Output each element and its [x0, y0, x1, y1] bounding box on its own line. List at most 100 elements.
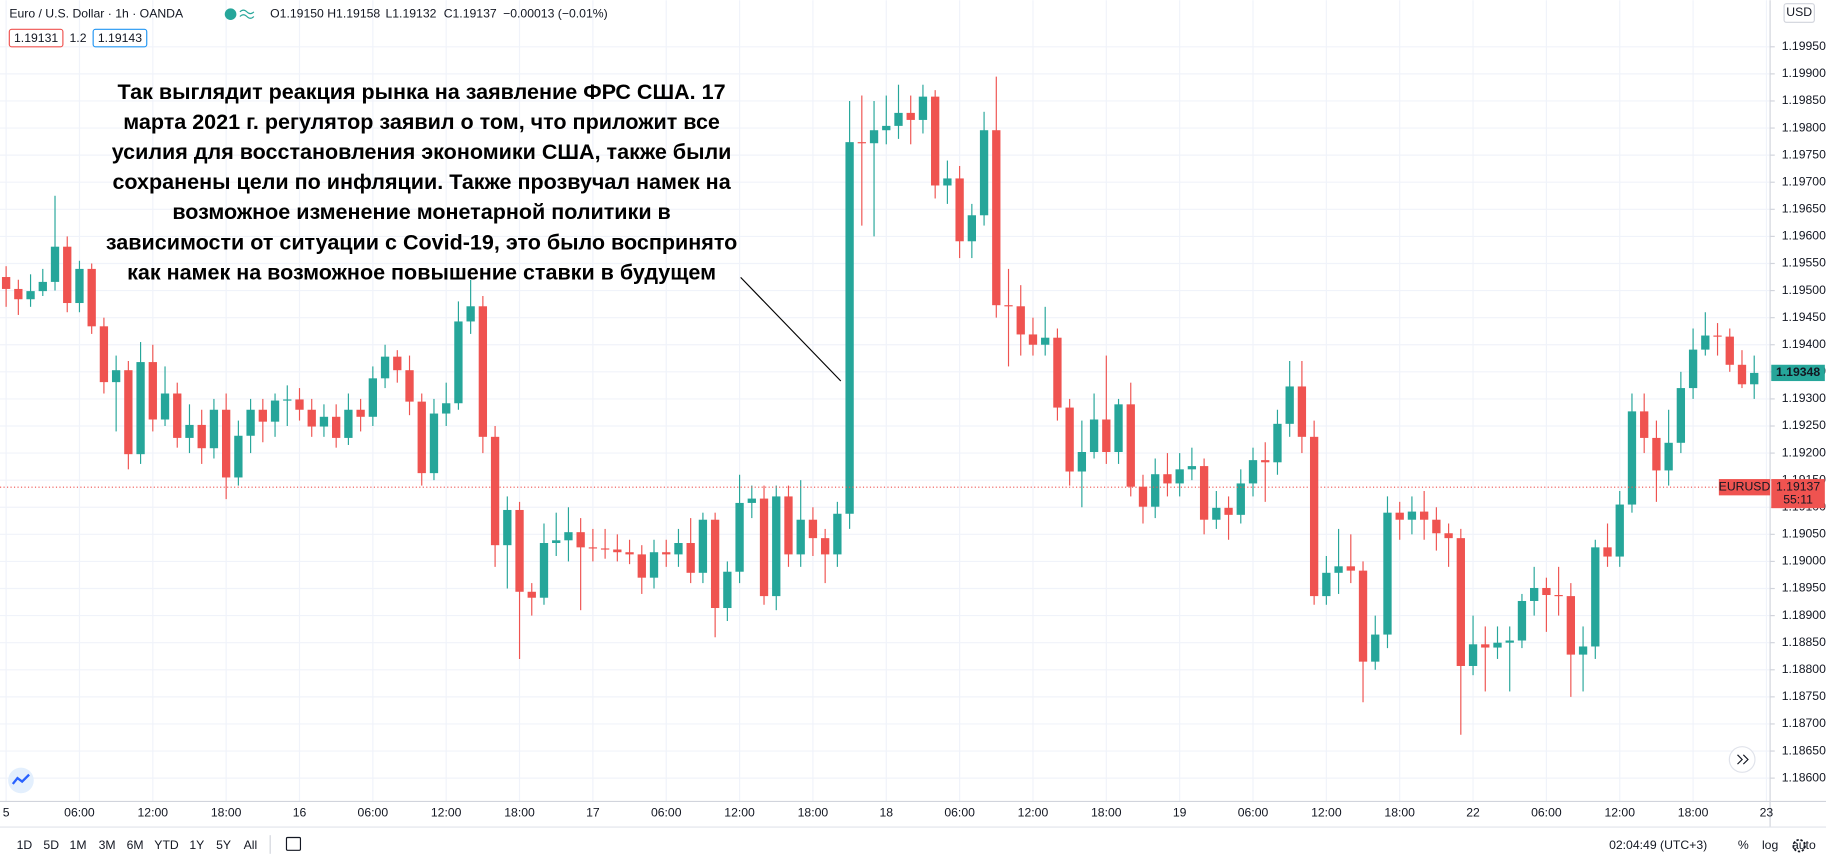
y-tick-label: 1.19700: [1782, 174, 1826, 188]
scale-option[interactable]: %: [1738, 838, 1749, 852]
candle-body: [478, 306, 488, 437]
y-tick-label: 1.19050: [1782, 527, 1826, 541]
candle-body: [466, 306, 475, 322]
candle-body: [503, 509, 512, 546]
range-button[interactable]: 3M: [99, 838, 116, 852]
candle-body: [613, 549, 622, 553]
spread: 1.2: [70, 31, 87, 45]
candle-body: [1334, 566, 1343, 573]
x-tick-label: 18:00: [211, 805, 242, 819]
candle-body: [332, 416, 341, 438]
annotation-line: сохранены цели по инфляции. Также прозву…: [112, 170, 731, 194]
candle-body: [50, 246, 60, 282]
candle-body: [1089, 419, 1099, 453]
range-button[interactable]: YTD: [154, 838, 179, 852]
x-tick-label: 22: [1466, 805, 1480, 819]
candle-body: [1199, 466, 1209, 520]
candle-body: [1151, 474, 1160, 507]
annotation-line: Так выглядит реакция рынка на заявление …: [118, 80, 726, 104]
candle-body: [625, 552, 634, 555]
settings-button[interactable]: [1792, 838, 1806, 853]
currency-box[interactable]: [1783, 3, 1815, 23]
bid-price[interactable]: 1.19131: [14, 31, 58, 45]
candle-body: [747, 498, 756, 503]
y-tick-label: 1.19450: [1782, 310, 1826, 324]
compare-icon[interactable]: [285, 836, 302, 851]
candle-body: [1419, 511, 1429, 520]
candle-body: [552, 540, 561, 544]
candle-body: [1371, 634, 1380, 662]
candle-body: [99, 326, 109, 383]
candle-body: [1212, 507, 1221, 520]
x-tick-label: 06:00: [944, 805, 975, 819]
range-button[interactable]: 1Y: [189, 838, 204, 852]
y-tick-label: 1.19950: [1782, 39, 1826, 53]
range-button[interactable]: 5D: [43, 838, 59, 852]
candle-body: [417, 401, 426, 474]
x-tick-label: 5: [3, 805, 10, 819]
y-tick-label: 1.19500: [1782, 283, 1826, 297]
scroll-button[interactable]: [1728, 746, 1756, 773]
ask-price[interactable]: 1.19143: [98, 31, 142, 45]
range-button[interactable]: 1M: [70, 838, 87, 852]
candle-body: [1346, 566, 1355, 571]
range-button[interactable]: 5Y: [216, 838, 231, 852]
candle-body: [1004, 305, 1013, 307]
symbol-title: Euro / U.S. Dollar · 1h · OANDA: [9, 6, 184, 20]
candle-body: [1652, 437, 1661, 471]
candle-body: [796, 519, 805, 555]
range-button[interactable]: 1D: [17, 838, 33, 852]
y-tick-label: 1.19850: [1782, 93, 1826, 107]
x-tick-label: 18: [879, 805, 893, 819]
candle-body: [1750, 372, 1759, 385]
y-tick-label: 1.19000: [1782, 554, 1826, 568]
candle-body: [527, 591, 536, 598]
candle-body: [1248, 460, 1258, 484]
y-tick-label: 1.19800: [1782, 120, 1826, 134]
candle-body: [808, 519, 818, 539]
ohlc-value: C1.19137: [444, 6, 497, 20]
annotation-line: возможное изменение монетарной политики …: [172, 200, 670, 224]
candle-body: [1615, 504, 1624, 557]
scale-option[interactable]: log: [1762, 838, 1779, 852]
x-tick-label: 12:00: [1604, 805, 1635, 819]
y-tick-label: 1.18700: [1782, 716, 1826, 730]
candle-body: [344, 409, 353, 438]
candle-body: [1468, 644, 1478, 666]
candle-body: [1603, 547, 1612, 557]
candle-body: [1138, 486, 1148, 507]
range-button[interactable]: 6M: [127, 838, 144, 852]
candle-body: [442, 403, 451, 414]
grid: [0, 0, 1771, 802]
symbol-label: EURUSD: [1719, 479, 1771, 493]
logo-button[interactable]: [8, 767, 34, 794]
candle-body: [1407, 511, 1417, 520]
y-tick-label: 1.19550: [1782, 256, 1826, 270]
candle-body: [1481, 644, 1490, 648]
candle-body: [857, 142, 866, 144]
candle-body: [1395, 512, 1404, 520]
candle-body: [1517, 600, 1527, 641]
change-value: −0.00013 (−0.01%): [503, 6, 608, 20]
ask-box[interactable]: [92, 28, 148, 48]
y-tick-label: 1.19750: [1782, 147, 1826, 161]
y-tick-label: 1.19300: [1782, 391, 1826, 405]
candle-body: [1737, 364, 1747, 385]
x-tick-label: 18:00: [798, 805, 829, 819]
candle-body: [283, 399, 292, 401]
candle-body: [1, 277, 11, 289]
scale-option[interactable]: auto: [1792, 838, 1816, 852]
y-tick-label: 1.19900: [1782, 66, 1826, 80]
candle-body: [234, 435, 243, 478]
ohlc-value: O1.19150: [270, 6, 324, 20]
range-button[interactable]: All: [244, 838, 258, 852]
candle-body: [759, 498, 769, 597]
currency-label[interactable]: USD: [1786, 5, 1812, 19]
candle-body: [515, 509, 524, 592]
candle-body: [1114, 404, 1123, 453]
candle-body: [1627, 411, 1637, 505]
bid-box[interactable]: [8, 28, 64, 48]
x-tick-label: 06:00: [64, 805, 95, 819]
candle-body: [979, 130, 989, 216]
